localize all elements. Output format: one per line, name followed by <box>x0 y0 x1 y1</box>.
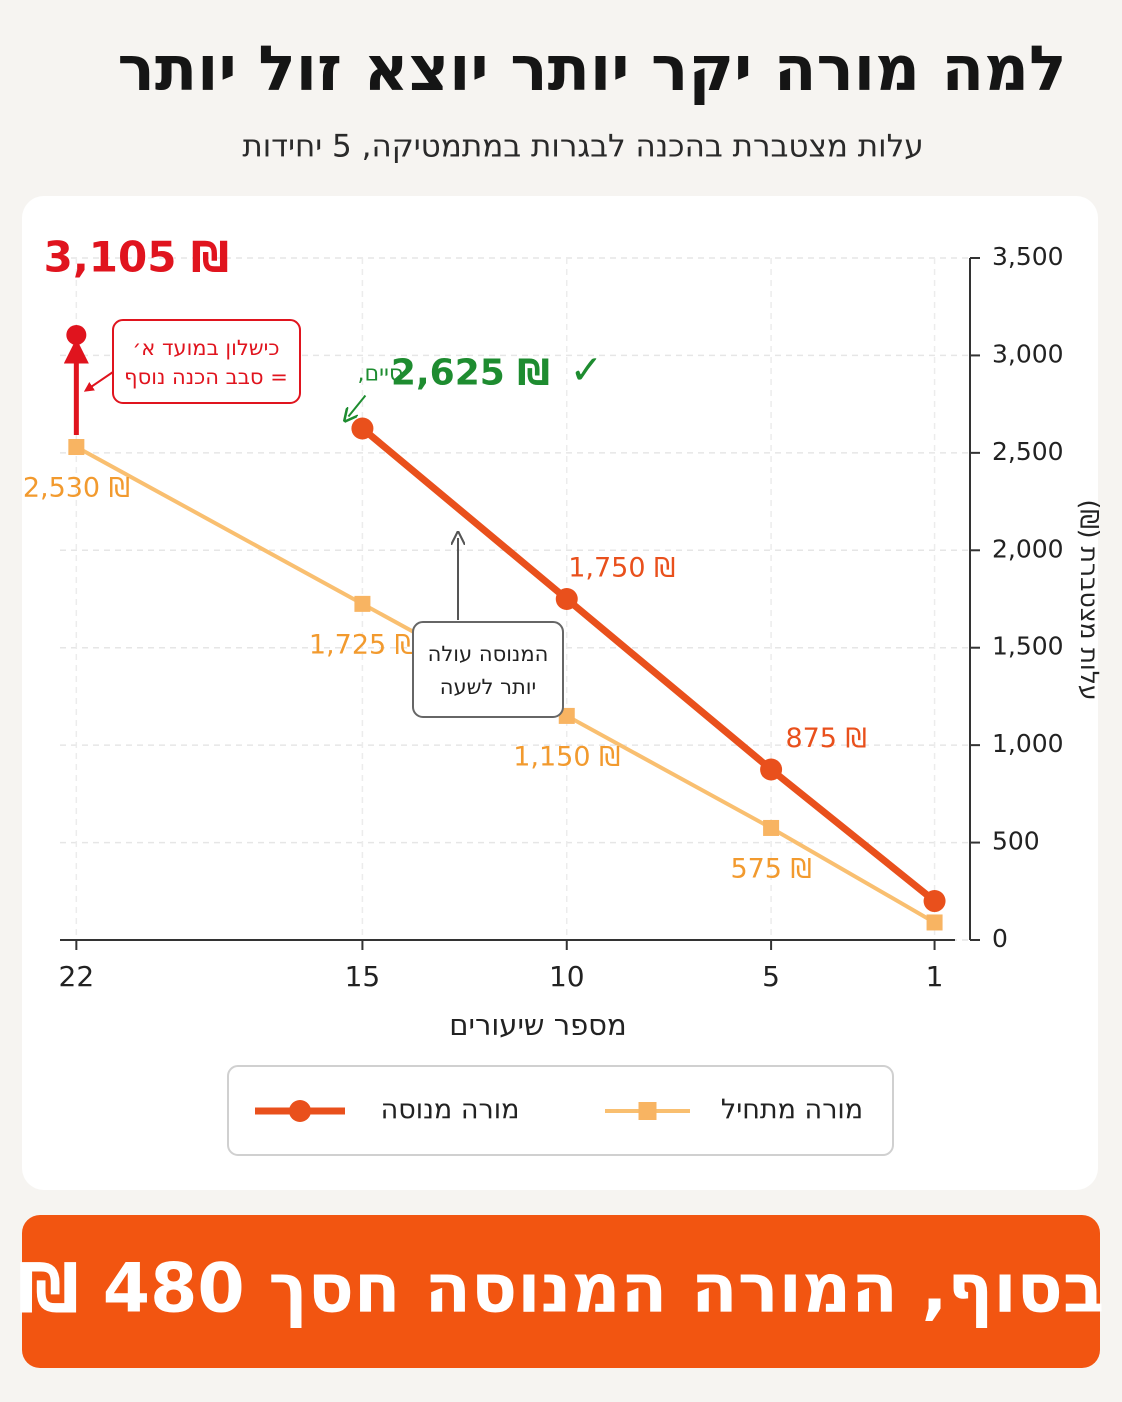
failure-note-box <box>112 319 301 404</box>
point <box>763 819 780 836</box>
value-label: 575 ₪ <box>730 853 811 884</box>
y-tick-label: 2,000 <box>992 534 1064 563</box>
finish-arrow <box>348 394 367 417</box>
x-tick-label: 1 <box>926 960 944 993</box>
banner-text: בסוף, המורה המנוסה חסך 480 ₪ <box>18 1250 1105 1329</box>
series-line <box>358 425 939 905</box>
point <box>68 439 85 456</box>
failure-note-arrow <box>83 371 114 392</box>
failure-value-label: 3,105 ₪ <box>44 232 229 281</box>
value-label: 2,530 ₪ <box>23 473 130 504</box>
y-tick-label: 3,500 <box>992 242 1064 271</box>
y-tick-label: 0 <box>992 924 1008 953</box>
subtitle: עלות מצטברת בהכנה לבגרות במתמטיקה, 5 יחי… <box>242 129 923 165</box>
failure-note: כישלון במועד א׳ <box>133 336 280 360</box>
x-tick-label: 22 <box>59 960 95 993</box>
y-tick-label: 3,000 <box>992 339 1064 368</box>
banner-box <box>22 1215 1100 1368</box>
point <box>351 417 374 440</box>
x-tick-label: 5 <box>762 960 780 993</box>
legend-label: מורה מתחיל <box>721 1095 863 1126</box>
value-label: 1,150 ₪ <box>513 741 620 772</box>
point <box>354 595 371 612</box>
x-tick-label: 15 <box>345 960 381 993</box>
value-label: 1,725 ₪ <box>309 629 416 660</box>
legend-label: מורה מנוסה <box>381 1095 520 1126</box>
point <box>926 914 943 931</box>
point <box>555 588 578 610</box>
legend-marker <box>638 1102 657 1120</box>
y-tick-label: 2,500 <box>992 437 1064 466</box>
failure-note: = סבב הכנה נוסף <box>124 365 288 389</box>
legend-box <box>227 1065 894 1156</box>
x-tick-label: 10 <box>549 960 585 993</box>
value-label: 1,750 ₪ <box>568 553 675 584</box>
finish-value-label: 2,625 ₪ <box>391 353 550 394</box>
legend-marker <box>289 1100 311 1122</box>
finish-check: ✓ <box>570 348 604 394</box>
finish-label: סיים, <box>358 362 404 387</box>
rate-note-box <box>412 621 564 718</box>
y-axis-title: עלות מצטברת (₪) <box>1075 499 1104 700</box>
failure-point <box>66 324 87 345</box>
y-tick-label: 1,500 <box>992 632 1064 661</box>
y-tick-label: 500 <box>992 827 1040 856</box>
title: למה מורה יקר יותר יוצא זול יותר <box>118 32 1067 105</box>
y-tick-label: 1,000 <box>992 729 1064 758</box>
rate-note: המנוסה עולה <box>428 642 549 666</box>
point <box>923 890 946 913</box>
rate-note: יותר לשעה <box>440 675 536 699</box>
point <box>760 758 783 781</box>
x-axis-title: מספר שיעורים <box>449 1008 626 1042</box>
value-label: 875 ₪ <box>785 723 866 754</box>
